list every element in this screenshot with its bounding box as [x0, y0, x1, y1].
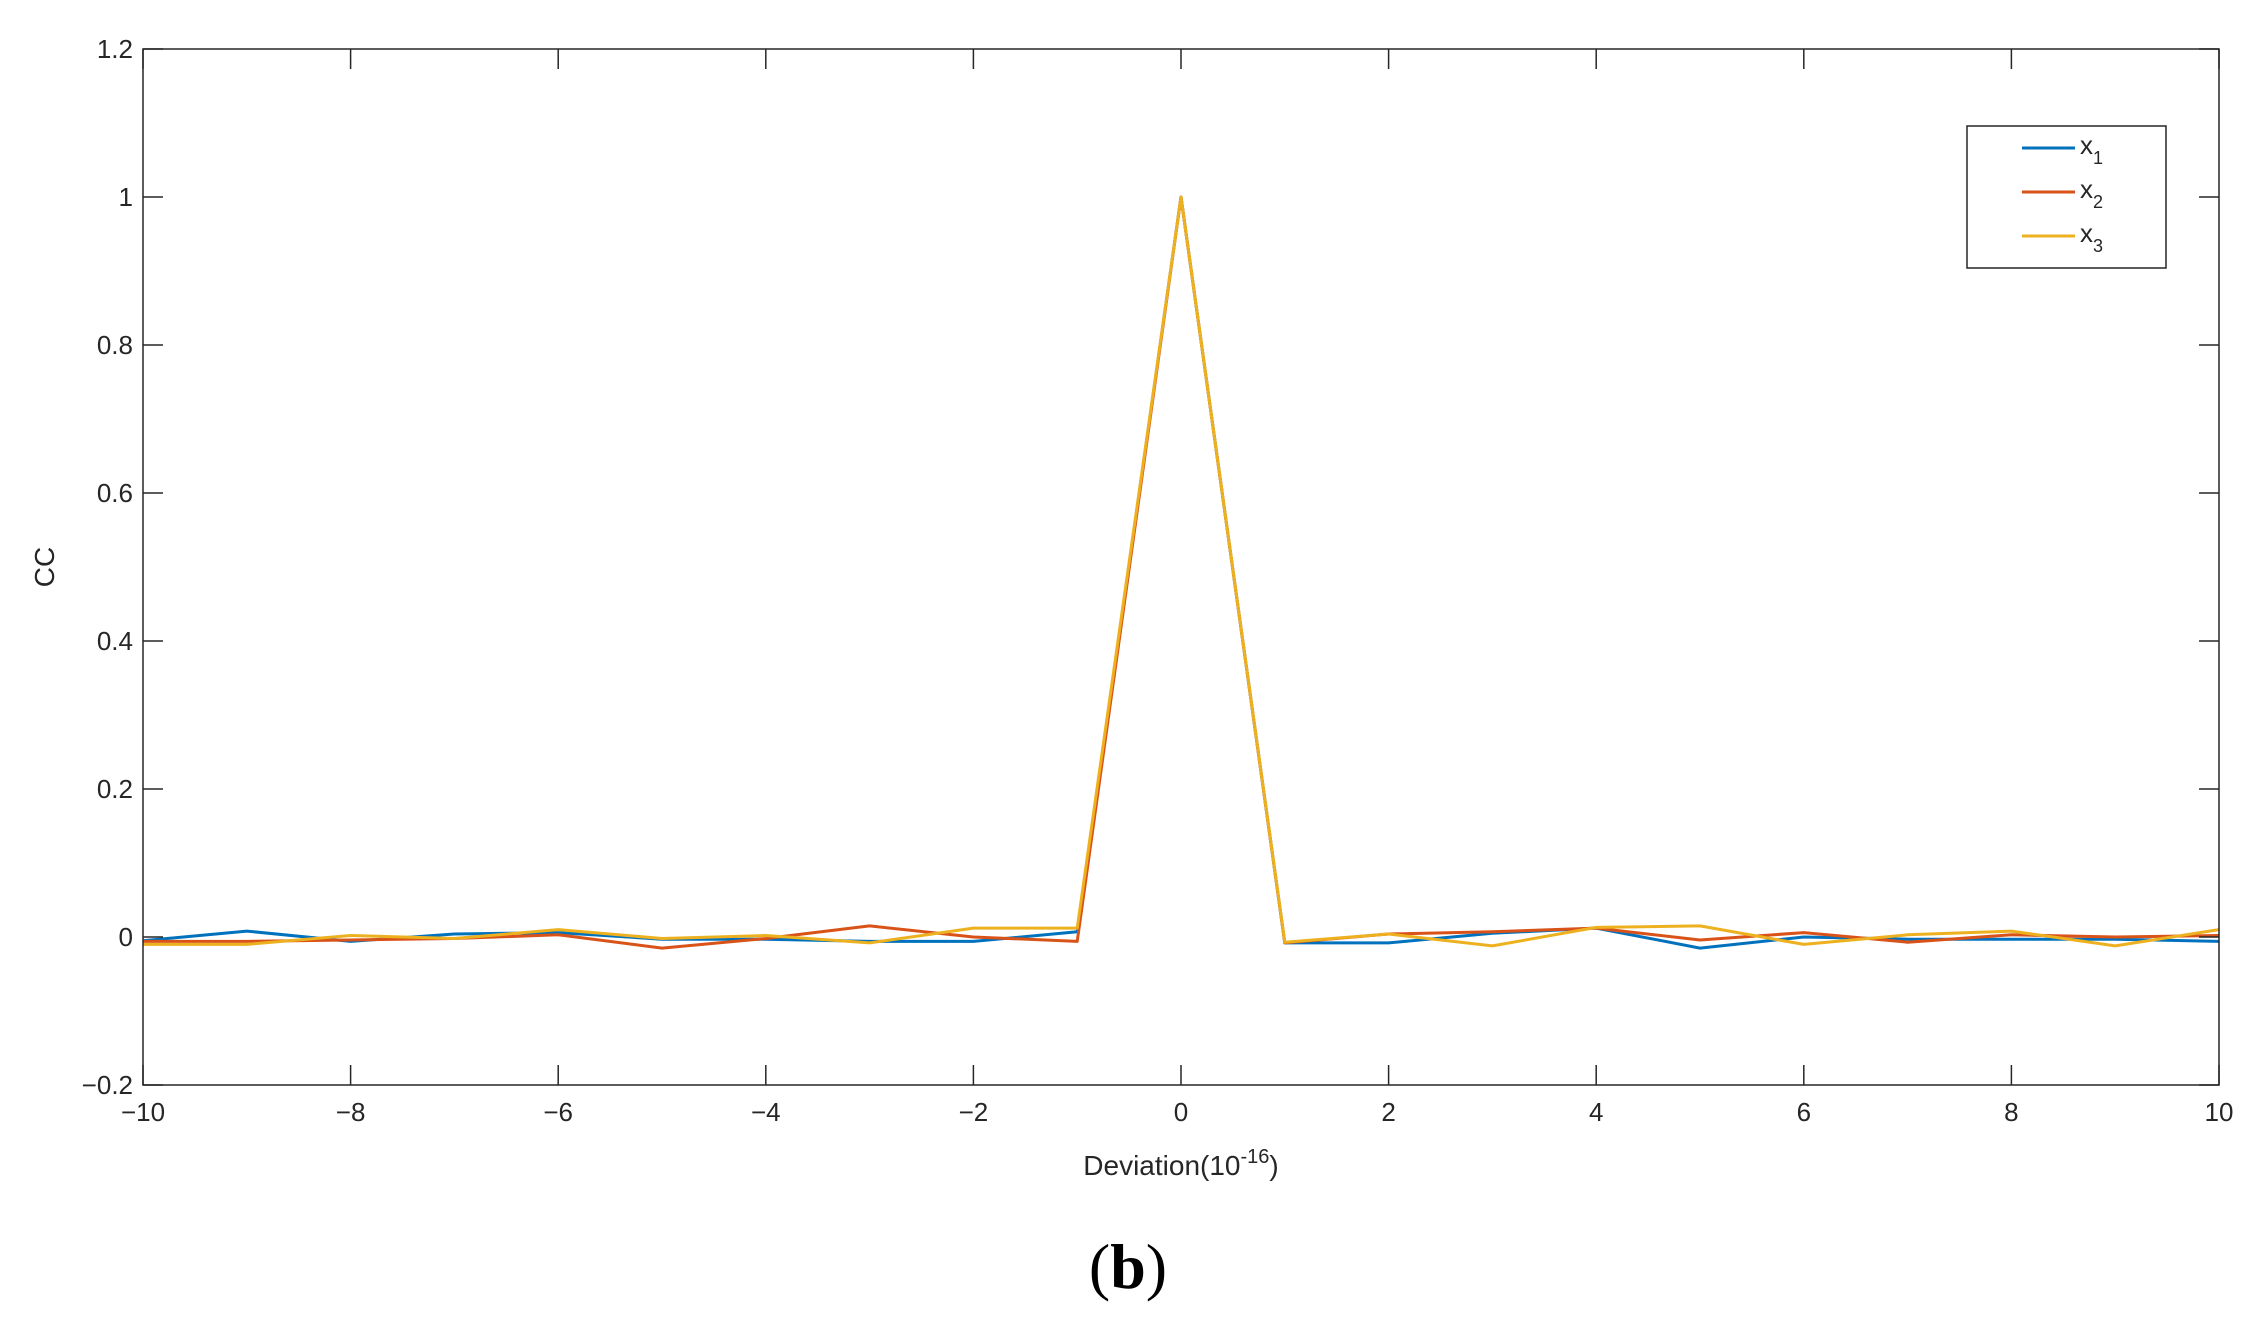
legend-label-x3: x3 [2080, 218, 2103, 256]
plot-area [143, 49, 2219, 1085]
y-tick-label: 0.6 [97, 478, 133, 508]
x-axis-label-tail: ) [1269, 1150, 1278, 1181]
legend-box [1966, 125, 2167, 269]
legend-label-x1: x1 [2080, 130, 2103, 168]
y-axis-label: CC [29, 547, 60, 587]
panel-label-close: ) [1146, 1231, 1167, 1302]
series-line-x3 [143, 195, 2220, 948]
x-tick-label: 4 [1589, 1097, 1603, 1127]
y-tick-label: −0.2 [82, 1070, 133, 1100]
legend-label-x2: x2 [2080, 174, 2103, 212]
y-tick-label: 0.8 [97, 330, 133, 360]
x-tick-label: −10 [121, 1097, 165, 1127]
x-axis-label-exponent: -16 [1240, 1146, 1269, 1168]
ticks-layer [142, 48, 2220, 1086]
x-tick-label: −2 [959, 1097, 989, 1127]
x-tick-label: −6 [543, 1097, 573, 1127]
legend-items: x1 x2 x3 [2022, 130, 2103, 256]
series-layer [142, 195, 2220, 950]
panel-label-open: ( [1089, 1231, 1110, 1302]
x-axis-label: Deviation(10-16) [1083, 1146, 1278, 1181]
panel-label: (b) [1089, 1231, 1167, 1302]
x-axis-label-main: Deviation(10 [1083, 1150, 1240, 1181]
x-tick-labels: −10 −8 −6 −4 −2 0 2 4 6 8 10 [121, 1097, 2234, 1127]
y-tick-labels: −0.2 0 0.2 0.4 0.6 0.8 1 1.2 [82, 34, 133, 1100]
x-tick-label: −8 [336, 1097, 366, 1127]
y-tick-label: 0.4 [97, 626, 133, 656]
x-tick-label: 0 [1174, 1097, 1188, 1127]
y-tick-label: 1 [119, 182, 133, 212]
y-tick-label: 0 [119, 922, 133, 952]
y-tick-label: 1.2 [97, 34, 133, 64]
x-tick-label: 10 [2205, 1097, 2234, 1127]
x-tick-label: 2 [1381, 1097, 1395, 1127]
panel-label-letter: b [1110, 1231, 1146, 1302]
x-tick-label: −4 [751, 1097, 781, 1127]
y-tick-label: 0.2 [97, 774, 133, 804]
x-tick-label: 6 [1797, 1097, 1811, 1127]
legend: x1 x2 x3 [1966, 125, 2167, 269]
x-tick-label: 8 [2004, 1097, 2018, 1127]
